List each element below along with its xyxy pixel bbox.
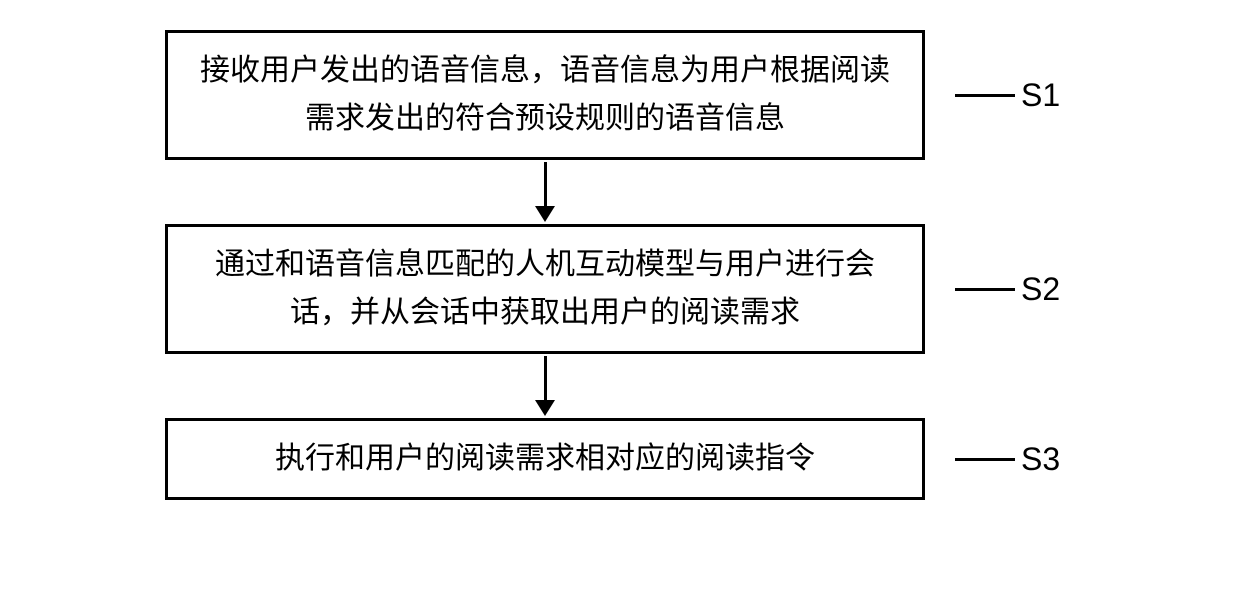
label-connector: S1 <box>955 77 1075 114</box>
step-label: S2 <box>1021 271 1060 308</box>
arrow-stem <box>544 162 547 206</box>
step-box-s1: 接收用户发出的语音信息，语音信息为用户根据阅读需求发出的符合预设规则的语音信息 <box>165 30 925 160</box>
step-box-s2: 通过和语音信息匹配的人机互动模型与用户进行会话，并从会话中获取出用户的阅读需求 <box>165 224 925 354</box>
connector-line <box>955 94 1015 97</box>
label-connector: S2 <box>955 271 1075 308</box>
step-row: 接收用户发出的语音信息，语音信息为用户根据阅读需求发出的符合预设规则的语音信息 … <box>60 30 1180 160</box>
step-text: 接收用户发出的语音信息，语音信息为用户根据阅读需求发出的符合预设规则的语音信息 <box>192 47 898 143</box>
arrow-head <box>535 400 555 416</box>
step-box-s3: 执行和用户的阅读需求相对应的阅读指令 <box>165 418 925 500</box>
connector-line <box>955 458 1015 461</box>
step-row: 通过和语音信息匹配的人机互动模型与用户进行会话，并从会话中获取出用户的阅读需求 … <box>60 224 1180 354</box>
arrow-down-icon <box>535 162 555 222</box>
step-text: 执行和用户的阅读需求相对应的阅读指令 <box>192 435 898 483</box>
connector-line <box>955 288 1015 291</box>
label-connector: S3 <box>955 441 1075 478</box>
arrow-head <box>535 206 555 222</box>
step-label: S1 <box>1021 77 1060 114</box>
step-row: 执行和用户的阅读需求相对应的阅读指令 S3 <box>60 418 1180 500</box>
step-label: S3 <box>1021 441 1060 478</box>
flowchart-container: 接收用户发出的语音信息，语音信息为用户根据阅读需求发出的符合预设规则的语音信息 … <box>60 30 1180 500</box>
step-text: 通过和语音信息匹配的人机互动模型与用户进行会话，并从会话中获取出用户的阅读需求 <box>192 241 898 337</box>
arrow-stem <box>544 356 547 400</box>
arrow-down-icon <box>535 356 555 416</box>
